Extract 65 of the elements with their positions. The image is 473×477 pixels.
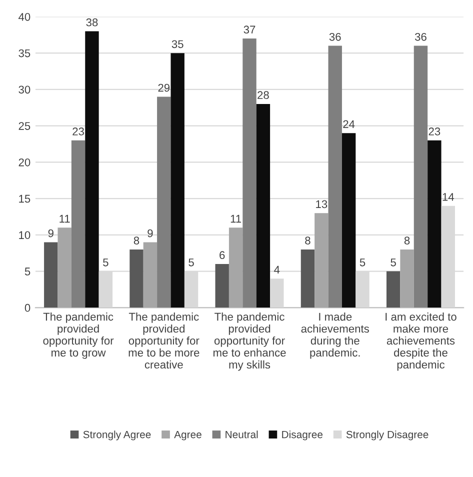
bar xyxy=(300,249,315,308)
bar xyxy=(215,264,229,308)
x-tick-label: I am excited to make more achievements despite the pandemic xyxy=(386,312,456,371)
bar xyxy=(270,278,284,308)
data-label: 14 xyxy=(442,193,454,201)
bar xyxy=(256,104,270,308)
y-tick-label: 5 xyxy=(24,268,30,276)
bar xyxy=(58,228,72,308)
bar xyxy=(314,213,328,308)
y-tick-label: 10 xyxy=(19,231,30,240)
legend-label: Agree xyxy=(174,430,202,440)
bar xyxy=(130,249,144,308)
data-label: 38 xyxy=(86,18,98,26)
y-tick-label: 30 xyxy=(18,86,30,94)
x-tick-label: The pandemic provided opportunity for me to be more creative xyxy=(128,312,200,369)
legend-label: Strongly Agree xyxy=(83,430,151,440)
bar xyxy=(44,242,58,308)
data-label: 28 xyxy=(258,91,269,100)
data-label: 5 xyxy=(188,258,194,266)
data-label: 36 xyxy=(329,32,341,41)
data-label: 13 xyxy=(316,200,328,208)
y-tick-label: 0 xyxy=(24,304,30,312)
y-tick-label: 20 xyxy=(18,158,30,166)
data-label: 5 xyxy=(360,258,366,266)
data-label: 11 xyxy=(60,214,70,223)
data-label: 5 xyxy=(103,258,108,266)
bar xyxy=(242,38,256,308)
data-label: 11 xyxy=(230,214,242,223)
bar xyxy=(328,46,342,308)
bar xyxy=(143,242,158,308)
bar xyxy=(228,228,243,308)
bar xyxy=(170,53,184,308)
bar xyxy=(428,140,442,308)
data-label: 29 xyxy=(158,84,170,92)
data-label: 5 xyxy=(390,258,396,266)
data-label: 36 xyxy=(414,32,426,41)
y-tick-label: 25 xyxy=(18,122,30,130)
y-tick-label: 40 xyxy=(18,12,30,21)
bar xyxy=(85,31,99,308)
bar xyxy=(342,133,356,308)
bar xyxy=(414,46,428,308)
data-label: 24 xyxy=(343,120,355,128)
data-label: 8 xyxy=(305,236,310,244)
bar xyxy=(157,96,171,308)
bar xyxy=(71,140,86,308)
legend-label: Strongly Disagree xyxy=(346,430,428,440)
data-label: 23 xyxy=(428,128,440,136)
data-label: 23 xyxy=(72,128,84,136)
data-label: 37 xyxy=(244,26,256,34)
legend-label: Disagree xyxy=(282,430,323,440)
bar xyxy=(386,271,400,308)
data-label: 9 xyxy=(148,229,153,238)
data-label: 9 xyxy=(48,229,54,238)
data-label: 8 xyxy=(134,236,140,244)
data-label: 8 xyxy=(404,236,410,244)
y-tick-label: 15 xyxy=(19,194,30,203)
x-tick-label: The pandemic provided opportunity for me to grow xyxy=(43,312,114,359)
data-label: 35 xyxy=(172,40,184,48)
y-tick-label: 35 xyxy=(18,49,30,58)
data-label: 4 xyxy=(274,266,280,274)
x-tick-label: The pandemic provided opportunity for me to enhance my skills xyxy=(213,312,286,371)
bar xyxy=(400,249,414,308)
legend-label: Neutral xyxy=(226,430,258,438)
data-label: 6 xyxy=(220,251,225,260)
x-tick-label: I made achievements during the pandemic. xyxy=(301,312,369,359)
